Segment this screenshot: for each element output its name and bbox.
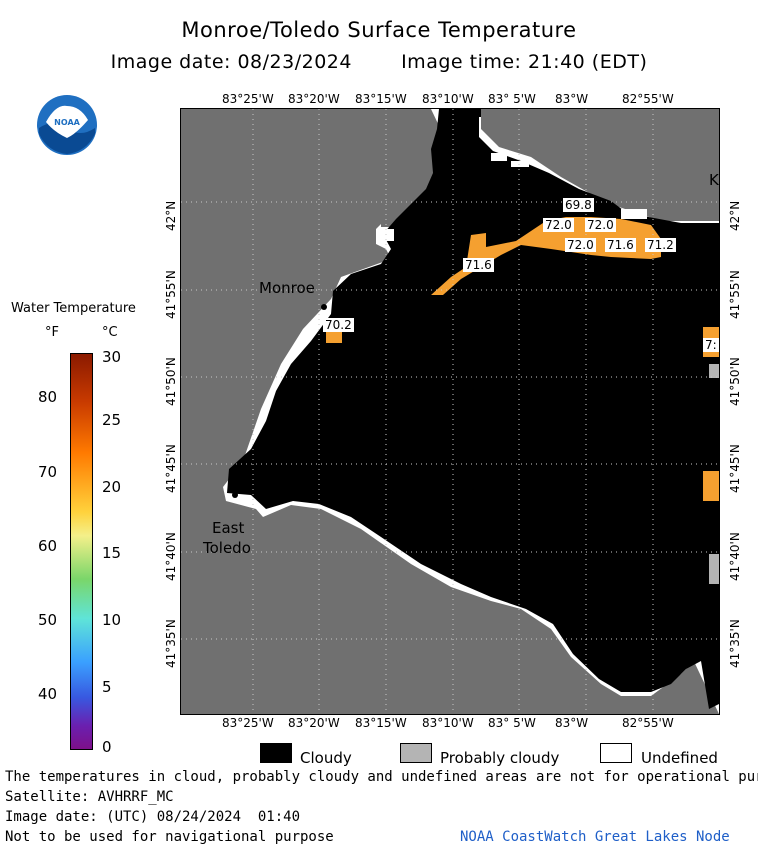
- latitude-tick: 41°35'N: [164, 619, 178, 668]
- longitude-tick: 83°25'W: [222, 716, 274, 730]
- celsius-tick: 30: [102, 348, 122, 366]
- disclaimer: The temperatures in cloud, probably clou…: [5, 769, 758, 785]
- longitude-tick: 83°W: [555, 92, 589, 106]
- latitude-tick: 41°40'N: [164, 532, 178, 581]
- probably-cloudy-patch: [709, 554, 719, 584]
- fahrenheit-tick: 50: [38, 611, 58, 629]
- image-datetime: Image date: 08/23/2024 Image time: 21:40…: [0, 51, 758, 73]
- warm-water-band: [431, 217, 661, 295]
- warm-water-band: [326, 331, 342, 343]
- celsius-tick: 0: [102, 738, 112, 756]
- legend-title: Water Temperature: [11, 301, 136, 316]
- temp-label: 70.2: [323, 318, 354, 332]
- celsius-tick: 25: [102, 411, 122, 429]
- longitude-tick: 83° 5'W: [488, 716, 536, 730]
- utc-date: Image date: (UTC) 08/24/2024 01:40: [5, 809, 301, 825]
- undefined-fleck: [621, 209, 647, 219]
- image-time: Image time: 21:40 (EDT): [401, 51, 648, 73]
- fahrenheit-tick: 80: [38, 388, 58, 406]
- map-canvas: [181, 109, 719, 714]
- longitude-tick: 83°20'W: [288, 716, 340, 730]
- longitude-tick: 82°55'W: [622, 716, 674, 730]
- celsius-tick: 20: [102, 478, 122, 496]
- cloudy-water-area: [227, 109, 719, 709]
- undefined-fleck: [511, 161, 529, 167]
- fahrenheit-tick: 60: [38, 537, 58, 555]
- longitude-tick: 83°20'W: [288, 92, 340, 106]
- fahrenheit-tick: 40: [38, 685, 58, 703]
- longitude-tick: 83°15'W: [355, 716, 407, 730]
- credit: NOAA CoastWatch Great Lakes Node: [460, 829, 730, 845]
- longitude-tick: 83°W: [555, 716, 589, 730]
- cloudy-swatch: [260, 743, 292, 763]
- temp-label: 72.0: [565, 238, 596, 252]
- city-east-toledo-line2: Toledo: [203, 539, 251, 557]
- temp-label: 71.6: [605, 238, 636, 252]
- latitude-tick: 41°45'N: [164, 444, 178, 493]
- city-monroe: Monroe: [259, 279, 315, 297]
- image-date: Image date: 08/23/2024: [110, 51, 352, 73]
- undefined-label: Undefined: [641, 749, 718, 767]
- map-title: Monroe/Toledo Surface Temperature: [181, 18, 577, 42]
- celsius-tick: 15: [102, 544, 122, 562]
- longitude-tick: 83°25'W: [222, 92, 274, 106]
- probably-cloudy-swatch: [400, 743, 432, 763]
- probably-cloudy-patch: [709, 364, 719, 378]
- unit-f: °F: [45, 325, 59, 340]
- temp-label: 72.0: [585, 218, 616, 232]
- temp-label: 71.2: [645, 238, 676, 252]
- noaa-logo-icon: NOAA: [36, 94, 98, 156]
- warm-water-band: [703, 471, 719, 501]
- unit-c: °C: [102, 325, 118, 340]
- temperature-color-scale: [70, 353, 93, 750]
- longitude-tick: 83°10'W: [422, 716, 474, 730]
- longitude-tick: 83°10'W: [422, 92, 474, 106]
- noaa-logo-text: NOAA: [54, 118, 80, 127]
- satellite: Satellite: AVHRRF_MC: [5, 789, 174, 805]
- temp-label: 71.6: [463, 258, 494, 272]
- longitude-tick: 83°15'W: [355, 92, 407, 106]
- latitude-tick: 41°40'N: [728, 532, 742, 581]
- latitude-tick: 42°N: [728, 200, 742, 231]
- monroe-marker: [321, 304, 327, 310]
- temp-label: 72.0: [543, 218, 574, 232]
- fahrenheit-tick: 70: [38, 463, 58, 481]
- nav-warning: Not to be used for navigational purpose: [5, 829, 334, 845]
- temp-label: 7:: [703, 338, 719, 352]
- longitude-tick: 82°55'W: [622, 92, 674, 106]
- latitude-tick: 42°N: [164, 200, 178, 231]
- latitude-tick: 41°50'N: [728, 357, 742, 406]
- city-east-toledo-line1: East: [212, 519, 245, 537]
- temp-label: 69.8: [563, 198, 594, 212]
- probably-cloudy-label: Probably cloudy: [440, 749, 560, 767]
- map-frame: 69.8 72.0 72.0 72.0 71.6 71.2 71.6 70.2 …: [180, 108, 720, 715]
- celsius-tick: 5: [102, 678, 112, 696]
- undefined-swatch: [600, 743, 632, 763]
- latitude-tick: 41°55'N: [164, 270, 178, 319]
- city-k: K: [709, 171, 719, 189]
- celsius-tick: 10: [102, 611, 122, 629]
- latitude-tick: 41°45'N: [728, 444, 742, 493]
- latitude-tick: 41°55'N: [728, 270, 742, 319]
- cloudy-label: Cloudy: [300, 749, 352, 767]
- latitude-tick: 41°35'N: [728, 619, 742, 668]
- longitude-tick: 83° 5'W: [488, 92, 536, 106]
- undefined-fleck: [491, 153, 507, 161]
- east-toledo-marker: [232, 492, 238, 498]
- undefined-fleck: [376, 229, 394, 241]
- latitude-tick: 41°50'N: [164, 357, 178, 406]
